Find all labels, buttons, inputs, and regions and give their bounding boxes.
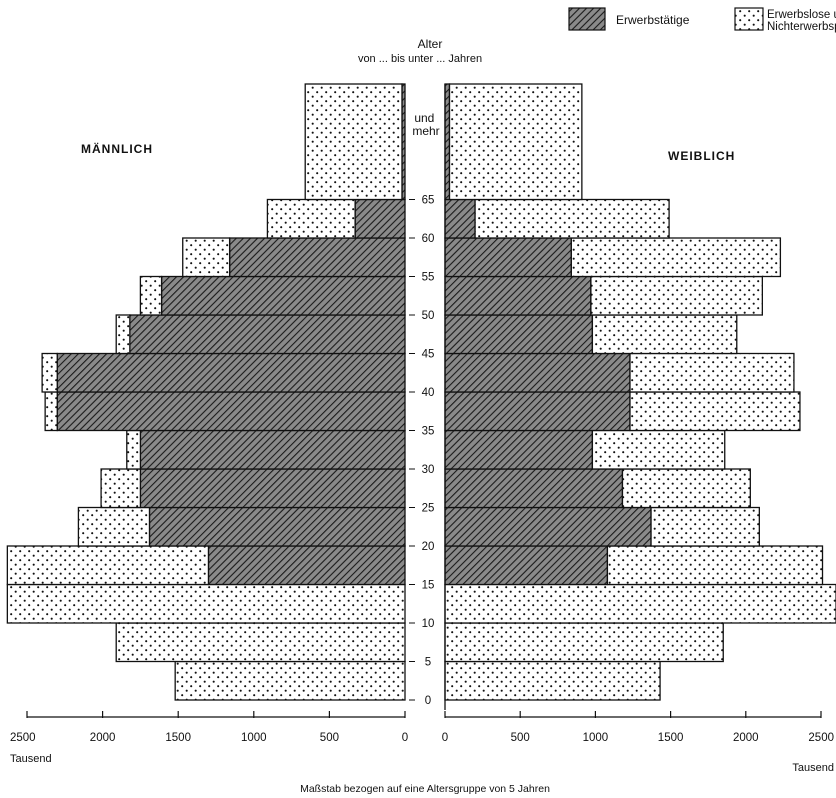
- bar-male-not-employed-50-55: [139, 275, 163, 316]
- bar-male-not-employed-45-50: [115, 314, 131, 355]
- bar-female-employed-65 und mehr: [444, 83, 451, 201]
- bar-male-not-employed-0-5: [174, 660, 406, 701]
- x-tick-label-female-2000: 2000: [733, 732, 759, 744]
- bar-female-not-employed-60-65: [474, 198, 670, 239]
- footnote: Maßstab bezogen auf eine Altersgruppe vo…: [300, 783, 550, 795]
- bar-female-not-employed-65 und mehr: [448, 83, 583, 201]
- bar-male-not-employed-20-25: [77, 506, 151, 547]
- bar-male-not-employed-55-60: [182, 237, 231, 278]
- age-tick-label-25: 25: [422, 503, 435, 515]
- bar-male-employed-60-65: [354, 198, 406, 239]
- age-tick-label-50: 50: [422, 310, 435, 322]
- female-side-label: WEIBLICH: [668, 149, 735, 163]
- age-tick-label-65: 65: [422, 195, 435, 207]
- x-tick-label-male-0: 0: [402, 732, 408, 744]
- age-tick-label-30: 30: [422, 464, 435, 476]
- bar-female-not-employed-10-15: [444, 583, 836, 624]
- bar-male-employed-15-20: [207, 545, 406, 586]
- legend-label-not-employed: Erwerbslose u. Nichterwerbspersonen: [767, 9, 836, 33]
- bar-male-employed-20-25: [148, 506, 406, 547]
- age-axis-title-line-1: Alter: [418, 37, 443, 51]
- bar-male-not-employed-60-65: [266, 198, 356, 239]
- bar-female-employed-15-20: [444, 545, 609, 586]
- bar-female-employed-45-50: [444, 314, 594, 355]
- male-side-label: MÄNNLICH: [81, 141, 153, 156]
- bar-male-not-employed-5-10: [115, 622, 406, 663]
- age-tick-label-60: 60: [422, 233, 435, 245]
- x-tick-label-male-1500: 1500: [165, 732, 191, 744]
- bar-male-not-employed-10-15: [6, 583, 406, 624]
- open-group-label: und mehr: [412, 111, 439, 138]
- bar-male-employed-35-40: [56, 391, 406, 432]
- bar-female-not-employed-30-35: [591, 429, 726, 470]
- bar-female-not-employed-55-60: [570, 237, 782, 278]
- bar-male-not-employed-35-40: [44, 391, 58, 432]
- age-tick-label-5: 5: [425, 657, 431, 669]
- bar-male-not-employed-65 und mehr: [304, 83, 403, 201]
- bar-female-not-employed-5-10: [444, 622, 724, 663]
- bar-female-employed-25-30: [444, 468, 624, 509]
- bar-female-employed-55-60: [444, 237, 572, 278]
- open-group-label-line-1: und: [414, 111, 434, 125]
- x-tick-label-male-500: 500: [320, 732, 339, 744]
- open-group-label-line-2: mehr: [412, 124, 439, 138]
- x-unit-label-right: Tausend: [792, 762, 834, 774]
- age-tick-labels: 0 5 10 15 20 25 30 35 40 45 50 55 60 65: [409, 195, 435, 707]
- x-unit-label-left: Tausend: [10, 753, 52, 765]
- bar-male-not-employed-25-30: [100, 468, 142, 509]
- bar-female-employed-30-35: [444, 429, 594, 470]
- x-tick-label-male-2500: 2500: [10, 732, 36, 744]
- bar-female-not-employed-15-20: [606, 545, 824, 586]
- bar-female-not-employed-25-30: [621, 468, 751, 509]
- bar-male-employed-40-45: [56, 352, 406, 393]
- bar-female-not-employed-35-40: [629, 391, 801, 432]
- bar-female-not-employed-20-25: [650, 506, 760, 547]
- bar-male-employed-30-35: [139, 429, 406, 470]
- bar-female-employed-20-25: [444, 506, 652, 547]
- age-axis-title-line-2: von ... bis unter ... Jahren: [358, 53, 482, 65]
- bar-female-not-employed-0-5: [444, 660, 661, 701]
- bar-male-employed-25-30: [139, 468, 406, 509]
- bar-male-employed-50-55: [160, 275, 406, 316]
- bar-female-employed-50-55: [444, 275, 592, 316]
- legend-label-not-employed-line-1: Erwerbslose u.: [767, 9, 836, 21]
- legend: Erwerbstätige Erwerbslose u. Nichterwerb…: [568, 7, 836, 33]
- age-tick-label-45: 45: [422, 349, 435, 361]
- age-tick-label-0: 0: [425, 695, 431, 707]
- bar-male-not-employed-30-35: [126, 429, 142, 470]
- x-tick-label-male-2000: 2000: [90, 732, 116, 744]
- legend-swatch-employed: [568, 7, 606, 31]
- x-tick-label-female-1000: 1000: [583, 732, 609, 744]
- bar-female-not-employed-50-55: [590, 275, 763, 316]
- age-tick-label-20: 20: [422, 541, 435, 553]
- x-tick-label-female-0: 0: [442, 732, 448, 744]
- bar-female-employed-40-45: [444, 352, 631, 393]
- age-tick-label-15: 15: [422, 580, 435, 592]
- legend-swatch-not-employed: [734, 7, 764, 31]
- bar-male-employed-45-50: [129, 314, 406, 355]
- legend-label-not-employed-line-2: Nichterwerbspersonen: [767, 21, 836, 33]
- bar-male-not-employed-15-20: [6, 545, 210, 586]
- x-tick-label-male-1000: 1000: [241, 732, 267, 744]
- legend-label-employed: Erwerbstätige: [616, 13, 690, 27]
- bar-female-employed-35-40: [444, 391, 631, 432]
- age-tick-label-40: 40: [422, 387, 435, 399]
- x-axes: 2500 2500 2000 2000 1500 1500 1000 1000 500 500 0 0: [10, 711, 834, 744]
- age-tick-label-55: 55: [422, 272, 435, 284]
- age-tick-label-10: 10: [422, 618, 435, 630]
- bar-female-employed-60-65: [444, 198, 476, 239]
- x-tick-label-female-2500: 2500: [808, 732, 834, 744]
- bar-male-employed-55-60: [228, 237, 406, 278]
- bar-male-not-employed-40-45: [41, 352, 58, 393]
- bar-female-not-employed-40-45: [629, 352, 795, 393]
- x-tick-label-female-500: 500: [511, 732, 530, 744]
- x-tick-label-female-1500: 1500: [658, 732, 684, 744]
- bars-group: [6, 83, 836, 710]
- bar-female-not-employed-45-50: [591, 314, 738, 355]
- age-tick-label-35: 35: [422, 426, 435, 438]
